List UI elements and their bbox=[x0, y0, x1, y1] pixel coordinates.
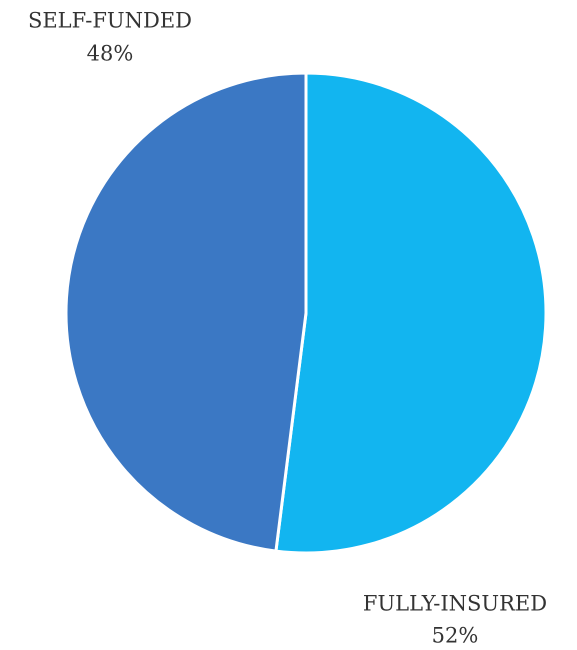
slice-label: FULLY-INSURED bbox=[363, 592, 547, 616]
pie-slice bbox=[274, 71, 548, 555]
slice-value-label: 48% bbox=[87, 42, 134, 66]
slice-value-label: 52% bbox=[432, 624, 479, 648]
slice-label: SELF-FUNDED bbox=[28, 9, 192, 33]
pie-slice bbox=[64, 71, 308, 553]
